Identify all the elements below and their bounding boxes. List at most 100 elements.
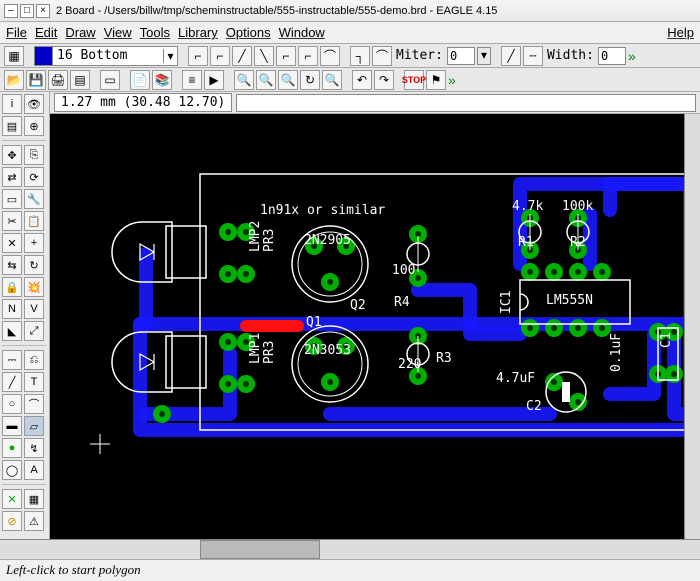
wire-bend-4[interactable]: ╲ xyxy=(254,46,274,66)
print-icon[interactable]: 🖨 xyxy=(48,70,68,90)
smash-tool[interactable]: 💥 xyxy=(24,277,44,297)
arc-tool[interactable]: ⌒ xyxy=(24,394,44,414)
go-icon[interactable]: ⚑ xyxy=(426,70,446,90)
miter-dropdown[interactable]: ▾ xyxy=(477,47,491,65)
library-icon[interactable]: 📚 xyxy=(152,70,172,90)
width-input[interactable] xyxy=(598,47,626,65)
zoom-select-icon[interactable]: 🔍 xyxy=(322,70,342,90)
signal-tool[interactable]: ↯ xyxy=(24,438,44,458)
auto-tool[interactable]: ▦ xyxy=(24,489,44,509)
zoom-fit-icon[interactable]: 🔍 xyxy=(234,70,254,90)
group-tool[interactable]: ▭ xyxy=(2,189,22,209)
menu-help[interactable]: Help xyxy=(667,25,694,40)
paste-tool[interactable]: 📋 xyxy=(24,211,44,231)
run-icon[interactable]: ▶ xyxy=(204,70,224,90)
svg-text:IC1: IC1 xyxy=(499,291,514,314)
wire-bend-2[interactable]: ⌐ xyxy=(210,46,230,66)
move-tool[interactable]: ✥ xyxy=(2,145,22,165)
show-tool[interactable]: 👁 xyxy=(24,94,44,114)
wire-bend-5[interactable]: ⌐ xyxy=(276,46,296,66)
window-title: 2 Board - /Users/billw/tmp/scheminstruct… xyxy=(56,5,497,17)
undo-icon[interactable]: ↶ xyxy=(352,70,372,90)
attribute-tool[interactable]: A xyxy=(24,460,44,480)
svg-text:PR3: PR3 xyxy=(262,341,277,364)
command-input[interactable] xyxy=(236,94,696,112)
menu-tools[interactable]: Tools xyxy=(140,25,170,40)
wire-bend-7[interactable]: ⌒ xyxy=(320,46,340,66)
more-icon-2[interactable]: » xyxy=(448,72,456,88)
layer-name-input[interactable] xyxy=(53,48,163,63)
wire-bend-1[interactable]: ⌐ xyxy=(188,46,208,66)
mirror-tool[interactable]: ⇄ xyxy=(2,167,22,187)
name-tool[interactable]: N xyxy=(2,299,22,319)
wire-bend-3[interactable]: ╱ xyxy=(232,46,252,66)
script-icon[interactable]: ≡ xyxy=(182,70,202,90)
maximize-button[interactable]: □ xyxy=(20,4,34,18)
cam-icon[interactable]: ▤ xyxy=(70,70,90,90)
menu-view[interactable]: View xyxy=(104,25,132,40)
pinswap-tool[interactable]: ⇆ xyxy=(2,255,22,275)
miter-input[interactable] xyxy=(447,47,475,65)
menu-library[interactable]: Library xyxy=(178,25,218,40)
minimize-button[interactable]: – xyxy=(4,4,18,18)
zoom-out-icon[interactable]: 🔍 xyxy=(278,70,298,90)
lock-tool[interactable]: 🔒 xyxy=(2,277,22,297)
errors-tool[interactable]: ⚠ xyxy=(24,511,44,531)
grid-icon[interactable]: ▦ xyxy=(4,46,24,66)
wire-tool[interactable]: ╱ xyxy=(2,372,22,392)
open-icon[interactable]: 📂 xyxy=(4,70,24,90)
replace-tool[interactable]: ↻ xyxy=(24,255,44,275)
scrollbar-thumb[interactable] xyxy=(200,540,320,559)
mark-tool[interactable]: ⊕ xyxy=(24,116,44,136)
hole-tool[interactable]: ◯ xyxy=(2,460,22,480)
ripup-tool[interactable]: ⎌ xyxy=(24,350,44,370)
value-tool[interactable]: V xyxy=(24,299,44,319)
info-tool[interactable]: i xyxy=(2,94,22,114)
split-tool[interactable]: ⤢ xyxy=(24,321,44,341)
radius-straight-icon[interactable]: ┐ xyxy=(350,46,370,66)
text-tool[interactable]: T xyxy=(24,372,44,392)
erc-tool[interactable]: ⊘ xyxy=(2,511,22,531)
svg-text:4.7uF: 4.7uF xyxy=(496,371,535,386)
add-tool[interactable]: + xyxy=(24,233,44,253)
menu-draw[interactable]: Draw xyxy=(65,25,95,40)
horizontal-scrollbar[interactable] xyxy=(0,539,700,559)
miter-tool[interactable]: ◣ xyxy=(2,321,22,341)
via-tool[interactable]: ● xyxy=(2,438,22,458)
menu-file[interactable]: File xyxy=(6,25,27,40)
rotate-tool[interactable]: ⟳ xyxy=(24,167,44,187)
zoom-in-icon[interactable]: 🔍 xyxy=(256,70,276,90)
redo-icon[interactable]: ↷ xyxy=(374,70,394,90)
change-tool[interactable]: 🔧 xyxy=(24,189,44,209)
vertical-scrollbar[interactable] xyxy=(684,114,700,539)
style-dash-icon[interactable]: ╌ xyxy=(523,46,543,66)
display-tool[interactable]: ▤ xyxy=(2,116,22,136)
svg-text:R4: R4 xyxy=(394,295,410,310)
radius-round-icon[interactable]: ⌒ xyxy=(372,46,392,66)
menu-options[interactable]: Options xyxy=(226,25,271,40)
more-icon[interactable]: » xyxy=(628,48,636,64)
polygon-tool[interactable]: ▱ xyxy=(24,416,44,436)
delete-tool[interactable]: ✕ xyxy=(2,233,22,253)
board-icon[interactable]: ▭ xyxy=(100,70,120,90)
style-solid-icon[interactable]: ╱ xyxy=(501,46,521,66)
menu-edit[interactable]: Edit xyxy=(35,25,57,40)
rect-tool[interactable]: ▬ xyxy=(2,416,22,436)
wire-bend-6[interactable]: ⌐ xyxy=(298,46,318,66)
save-icon[interactable]: 💾 xyxy=(26,70,46,90)
titlebar: – □ × 2 Board - /Users/billw/tmp/schemin… xyxy=(0,0,700,22)
route-tool[interactable]: ⎓ xyxy=(2,350,22,370)
close-button[interactable]: × xyxy=(36,4,50,18)
ratsnest-tool[interactable]: ✕ xyxy=(2,489,22,509)
zoom-redraw-icon[interactable]: ↻ xyxy=(300,70,320,90)
layer-selector[interactable]: ▾ xyxy=(34,46,178,66)
cut-tool[interactable]: ✂ xyxy=(2,211,22,231)
menu-window[interactable]: Window xyxy=(279,25,325,40)
dropdown-icon[interactable]: ▾ xyxy=(163,49,177,63)
pcb-canvas[interactable]: 1n91x or similar2N29052N3053Q1Q2R4R31002… xyxy=(50,114,700,539)
copy-tool[interactable]: ⎘ xyxy=(24,145,44,165)
circle-tool[interactable]: ○ xyxy=(2,394,22,414)
svg-text:C1: C1 xyxy=(659,332,674,348)
stop-icon[interactable]: STOP xyxy=(404,70,424,90)
sheet-icon[interactable]: 📄 xyxy=(130,70,150,90)
